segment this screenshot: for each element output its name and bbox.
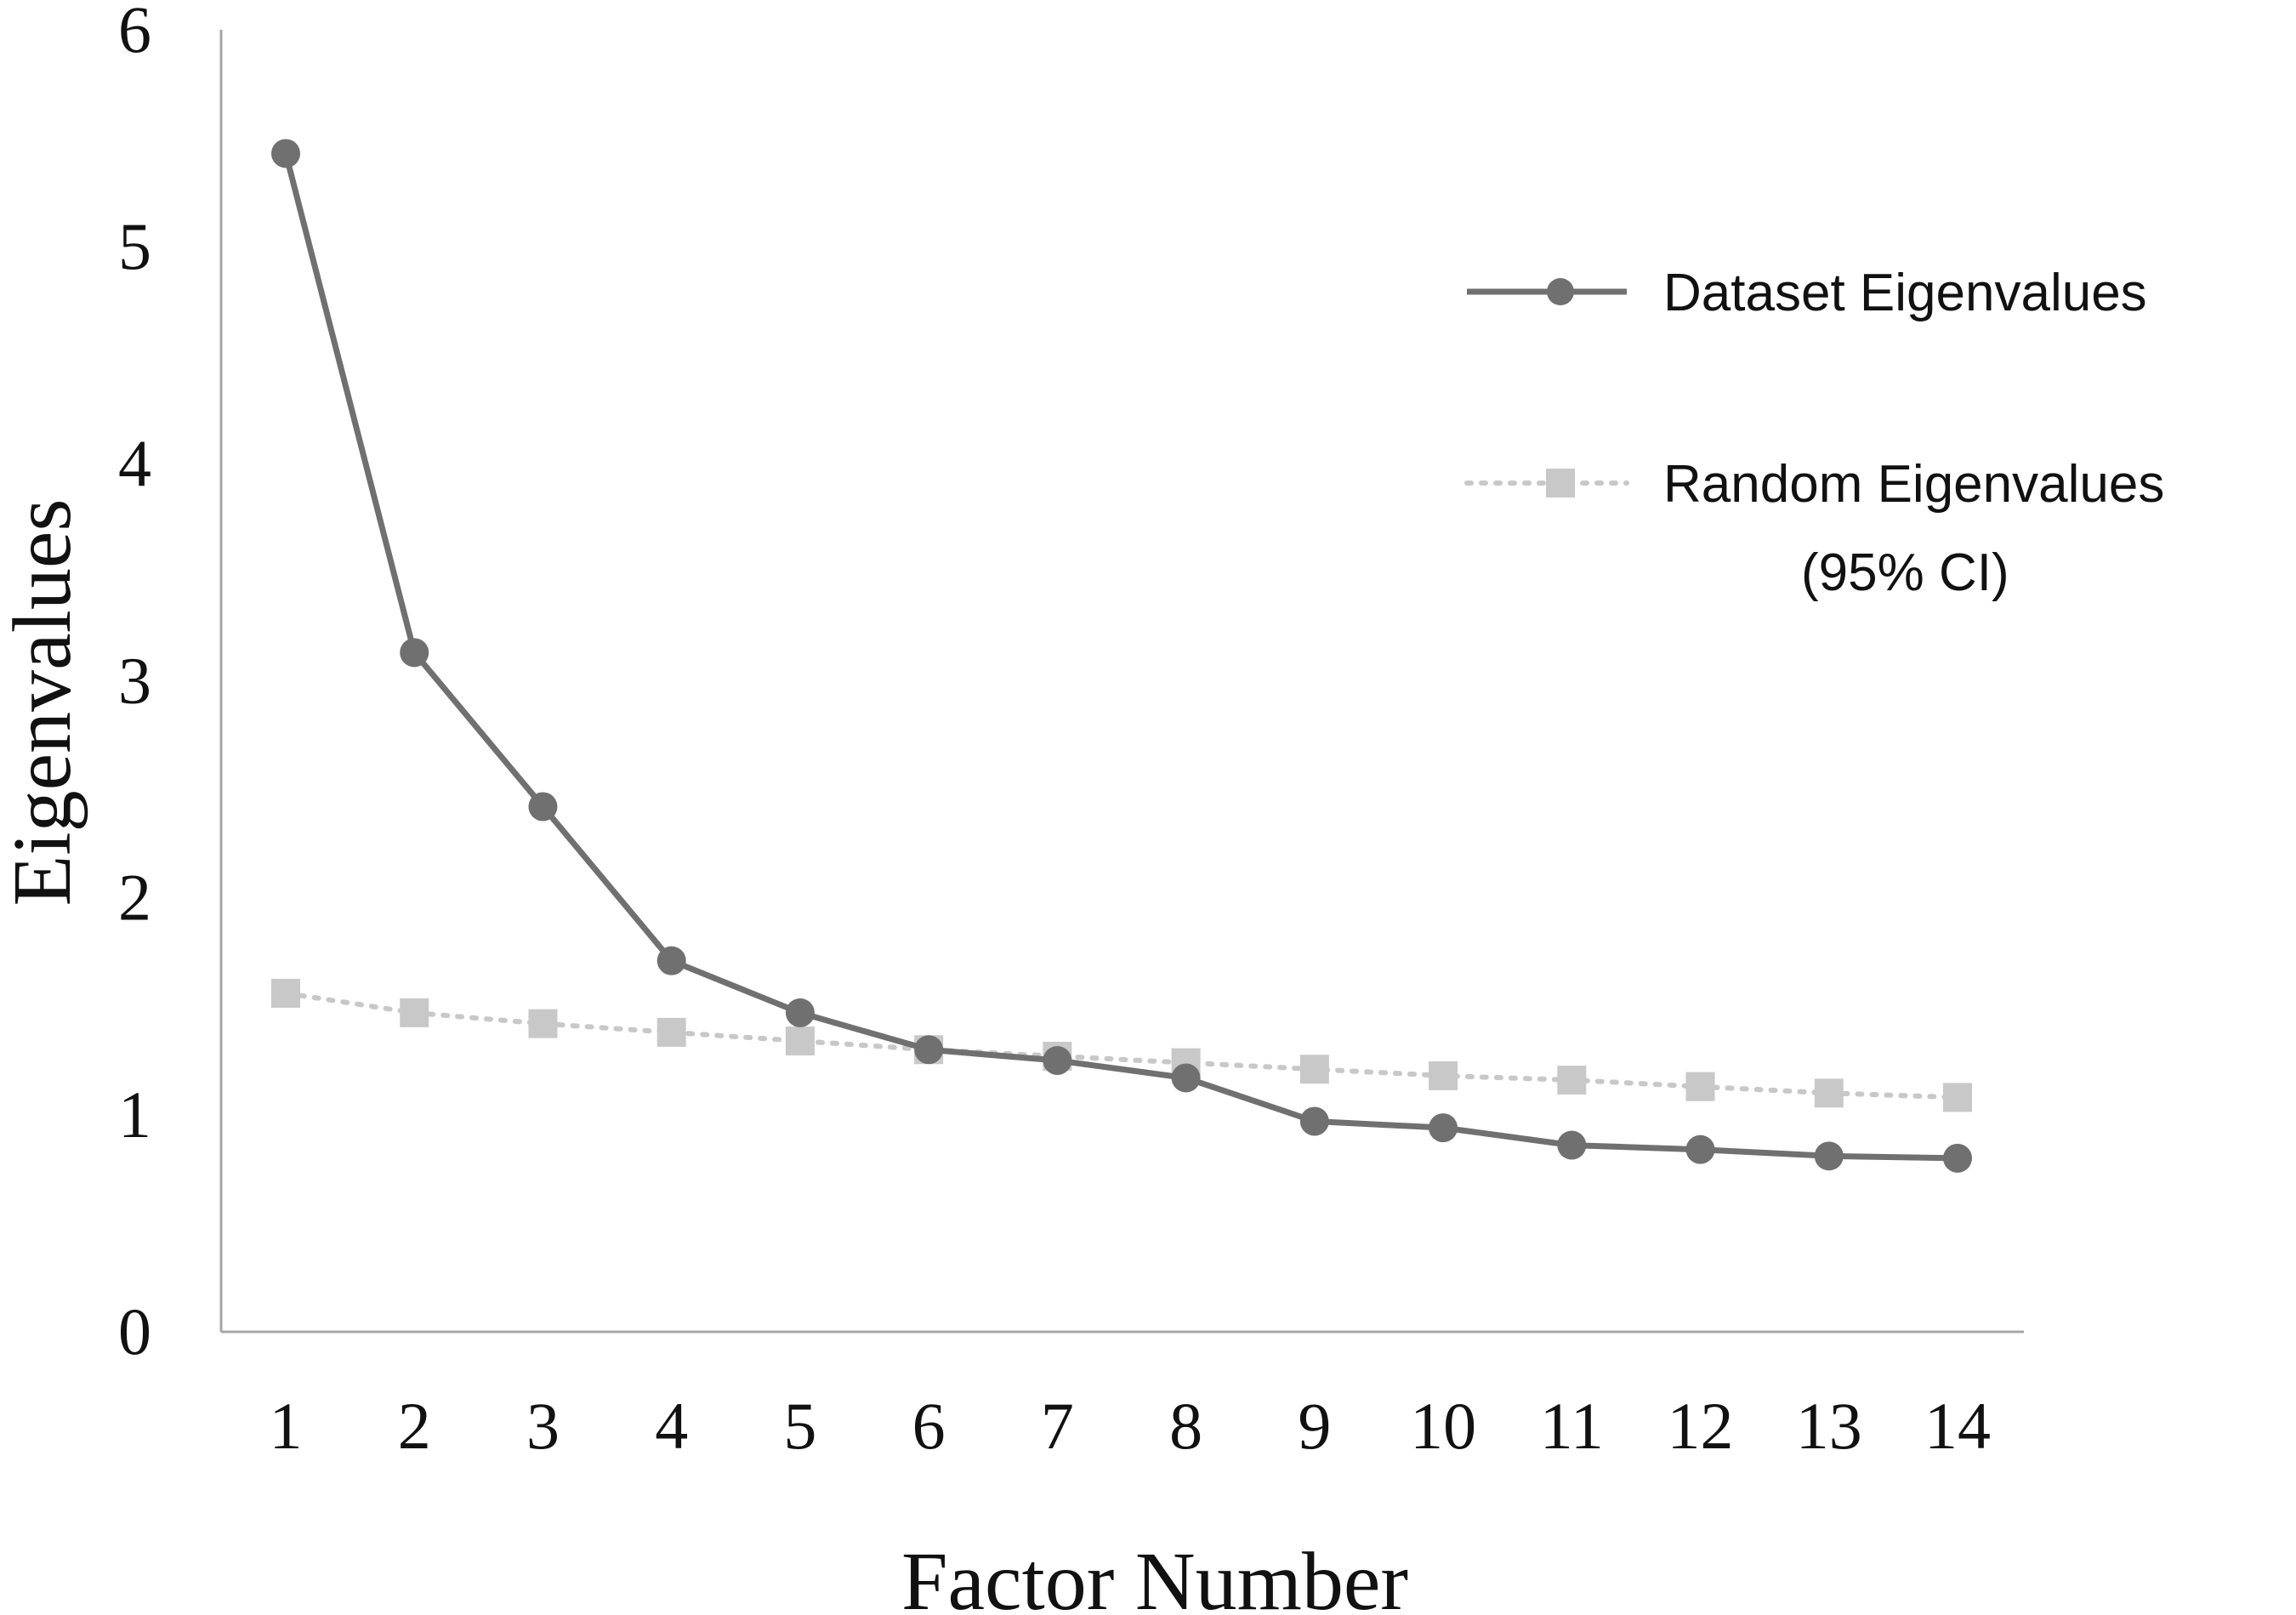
y-tick-label: 2 <box>118 861 151 935</box>
data-point-random <box>1429 1061 1458 1090</box>
legend-label-dataset: Dataset Eigenvalues <box>1663 264 2147 322</box>
x-tick-label: 2 <box>398 1389 431 1463</box>
data-point-dataset <box>1299 1106 1329 1136</box>
data-point-dataset <box>1171 1063 1201 1093</box>
data-point-dataset <box>1557 1130 1587 1160</box>
data-point-random <box>1943 1083 1972 1112</box>
data-point-dataset <box>1043 1046 1072 1076</box>
y-tick-label: 3 <box>118 644 151 718</box>
legend-swatch-dataset-marker <box>1547 278 1574 305</box>
data-point-random <box>1557 1066 1587 1095</box>
x-tick-label: 1 <box>270 1389 303 1463</box>
data-point-dataset <box>1814 1141 1844 1171</box>
data-point-random <box>271 978 300 1008</box>
x-tick-label: 7 <box>1041 1389 1074 1463</box>
y-tick-label: 6 <box>118 0 151 66</box>
data-point-dataset <box>528 792 558 822</box>
series-line-dataset <box>282 152 1958 1162</box>
legend: Dataset Eigenvalues Random Eigenvalues (… <box>1464 264 2164 602</box>
legend-swatch-random-marker <box>1546 469 1575 498</box>
data-point-random <box>785 1026 815 1056</box>
y-tick-label: 4 <box>118 426 151 500</box>
data-point-dataset <box>914 1035 944 1065</box>
x-tick-label: 14 <box>1924 1389 1991 1463</box>
x-tick-label: 4 <box>655 1389 688 1463</box>
data-point-dataset <box>271 139 300 168</box>
x-tick-label: 3 <box>526 1389 560 1463</box>
data-point-dataset <box>1429 1113 1458 1143</box>
y-axis-title: Eigenvalues <box>0 499 88 907</box>
series <box>271 139 1972 1173</box>
data-point-dataset <box>1685 1134 1715 1164</box>
x-axis-title: Factor Number <box>901 1536 1408 1615</box>
data-point-dataset <box>400 638 429 668</box>
data-point-dataset <box>785 998 815 1027</box>
legend-item-dataset: Dataset Eigenvalues <box>1467 264 2147 322</box>
data-point-dataset <box>656 946 686 975</box>
legend-item-random: Random Eigenvalues (95% CI) <box>1464 455 2164 602</box>
x-tick-label: 8 <box>1169 1389 1202 1463</box>
series-dataset <box>271 139 1972 1173</box>
x-tick-label: 10 <box>1410 1389 1476 1463</box>
data-point-dataset <box>1943 1143 1972 1173</box>
y-tick-labels: 0 1 2 3 4 5 6 <box>118 0 151 1368</box>
data-point-random <box>400 998 429 1027</box>
x-tick-label: 5 <box>783 1389 816 1463</box>
data-point-random <box>656 1017 686 1047</box>
legend-label-random: Random Eigenvalues <box>1663 455 2164 514</box>
data-point-random <box>1685 1072 1715 1101</box>
x-tick-label: 9 <box>1298 1389 1331 1463</box>
y-tick-label: 1 <box>118 1078 151 1152</box>
legend-label-random-ci: (95% CI) <box>1801 543 2009 602</box>
data-point-random <box>1814 1078 1844 1108</box>
data-point-random <box>1299 1055 1329 1084</box>
data-point-random <box>528 1009 558 1038</box>
series-line-random <box>283 990 1960 1100</box>
x-tick-label: 13 <box>1796 1389 1862 1463</box>
axes <box>219 30 2024 1334</box>
y-tick-label: 5 <box>118 209 151 283</box>
series-random <box>271 978 1972 1112</box>
x-tick-label: 12 <box>1668 1389 1734 1463</box>
x-tick-label: 11 <box>1540 1389 1604 1463</box>
x-tick-label: 6 <box>912 1389 946 1463</box>
x-tick-labels: 1 2 3 4 5 6 7 8 9 10 11 12 13 14 <box>270 1389 1992 1463</box>
y-tick-label: 0 <box>118 1294 151 1368</box>
